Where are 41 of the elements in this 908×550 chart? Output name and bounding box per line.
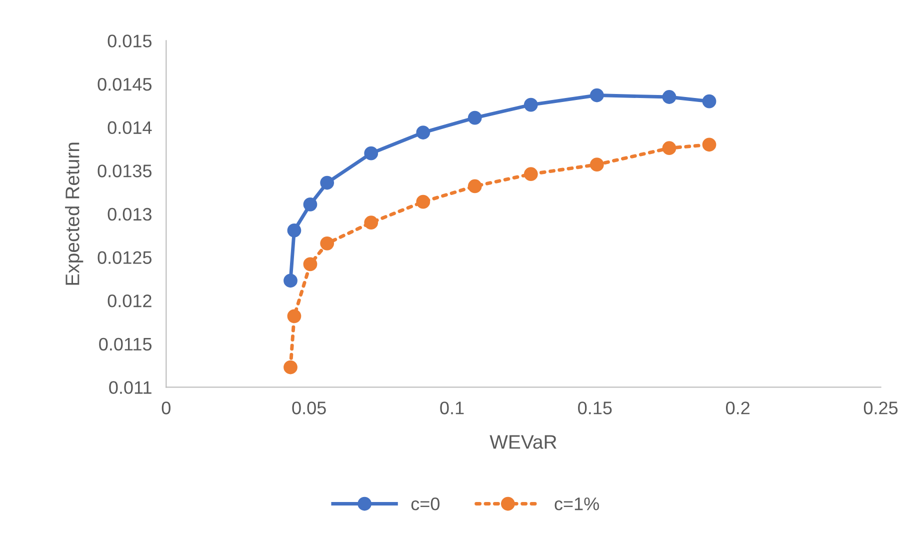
point — [364, 146, 378, 160]
point — [284, 274, 298, 288]
point — [287, 223, 302, 238]
point — [590, 88, 604, 102]
x-axis-title: WEVaR — [490, 435, 556, 449]
y-tick-label: 0.014 — [108, 121, 152, 134]
x-tick-label: 0.2 — [726, 402, 750, 414]
point — [468, 110, 482, 125]
y-tick-label: 0.0125 — [98, 251, 152, 264]
x-tick-label: 0 — [162, 402, 170, 414]
point — [416, 126, 430, 140]
point — [702, 138, 716, 152]
point — [416, 194, 430, 209]
point — [364, 216, 378, 230]
legend-label: c=0 — [411, 497, 440, 510]
y-tick-label: 0.012 — [108, 294, 152, 308]
y-tick-label: 0.0135 — [98, 164, 152, 178]
point — [287, 309, 302, 324]
point — [284, 360, 298, 374]
y-axis-title: Expected Return — [65, 142, 84, 285]
y-tick-label: 0.0115 — [99, 338, 152, 351]
point — [662, 90, 676, 104]
point — [303, 257, 318, 272]
point — [320, 236, 334, 250]
y-tick-label: 0.011 — [109, 381, 152, 394]
legend-label: c=1% — [554, 498, 599, 510]
point — [590, 158, 604, 172]
point — [303, 197, 318, 212]
point — [468, 179, 482, 194]
point — [320, 176, 334, 190]
y-tick-label: 0.0145 — [98, 78, 152, 91]
x-tick-label: 0.05 — [292, 402, 326, 414]
y-tick-label: 0.013 — [108, 208, 152, 221]
point — [702, 94, 716, 108]
y-tick-label: 0.015 — [108, 34, 152, 48]
point — [662, 141, 676, 156]
x-tick-label: 0.15 — [578, 402, 612, 414]
point — [524, 167, 538, 182]
x-tick-label: 0.1 — [440, 402, 464, 414]
point — [524, 98, 538, 112]
x-tick-label: 0.25 — [864, 402, 898, 414]
